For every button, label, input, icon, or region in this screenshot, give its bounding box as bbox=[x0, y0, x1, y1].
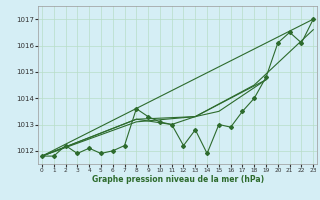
X-axis label: Graphe pression niveau de la mer (hPa): Graphe pression niveau de la mer (hPa) bbox=[92, 175, 264, 184]
